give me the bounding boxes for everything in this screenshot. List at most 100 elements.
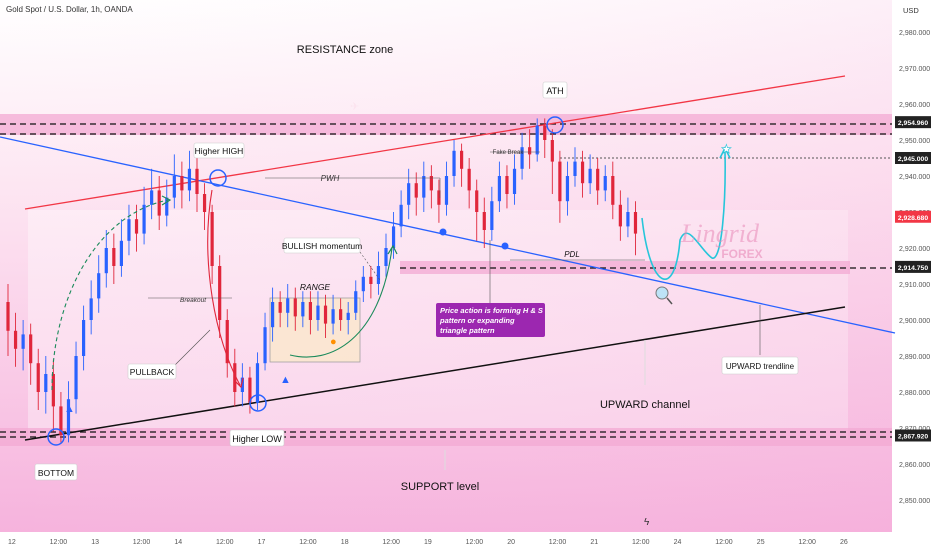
candle-body (331, 309, 335, 324)
candle-body (66, 399, 71, 436)
price-tag (895, 152, 931, 164)
candle-body (429, 176, 433, 191)
label-range: RANGE (300, 282, 331, 292)
candle-body (82, 320, 86, 356)
label-fake-break: Fake Break (493, 150, 525, 156)
candle-body (354, 291, 358, 313)
price-tag (895, 429, 931, 442)
y-tick-label: 2,860.000 (899, 462, 930, 469)
touch-point-2 (501, 242, 509, 250)
watermark-sub: FOREX (721, 247, 762, 261)
candle-body (550, 140, 554, 162)
y-tick-label: 2,910.000 (899, 282, 930, 289)
candle-body (187, 168, 192, 191)
candle-body (36, 363, 40, 392)
candle-body (626, 212, 630, 227)
y-tick-label: 2,890.000 (899, 354, 930, 361)
lightning-icon[interactable]: ϟ (644, 517, 650, 528)
candle-body (316, 305, 320, 320)
candle-body (482, 212, 486, 230)
x-tick-label: 12:00 (382, 539, 400, 546)
candle-body (172, 176, 176, 198)
candle-body (543, 125, 547, 140)
candle-body (558, 161, 562, 202)
candle-body (422, 176, 426, 198)
candle-body (512, 168, 517, 194)
candle-body (225, 320, 229, 364)
price-tag-label: 2,954.960 (898, 120, 928, 127)
candle-body (44, 374, 48, 392)
candle-body (255, 363, 260, 403)
candle-body (437, 190, 441, 205)
candle-body (6, 302, 10, 331)
higher-high-marker (209, 169, 227, 187)
label-pattern-callout-line1: Price action is forming H & S (440, 306, 543, 315)
candle-body (475, 190, 479, 212)
candle-body (618, 204, 622, 227)
price-axis-background (892, 0, 932, 550)
time-axis-background (0, 532, 892, 550)
x-tick-label: 26 (840, 539, 848, 546)
candle-body (376, 266, 381, 284)
bullish-label-box (283, 237, 361, 254)
candle-body (308, 302, 312, 320)
x-tick-label: 12 (8, 539, 16, 546)
magnifier-icon (655, 286, 669, 300)
candle-body (112, 248, 116, 266)
candle-body (21, 334, 25, 349)
price-tag-label: 2,945.000 (898, 156, 928, 163)
x-tick-label: 12:00 (299, 539, 317, 546)
candle-body (74, 356, 78, 400)
label-bullish-momentum: BULLISH momentum (282, 241, 362, 251)
candle-body (565, 176, 570, 202)
x-tick-label: 14 (174, 539, 182, 546)
x-tick-label: 12:00 (466, 539, 484, 546)
price-tag (895, 260, 931, 273)
x-tick-label: 12:00 (549, 539, 567, 546)
x-tick-label: 21 (590, 539, 598, 546)
candle-body (202, 194, 207, 212)
candle-body (104, 248, 108, 274)
candle-body (611, 176, 615, 205)
time-axis[interactable]: 12 12:00 13 12:00 14 12:00 17 12:00 18 12:00 19 12:… (8, 539, 848, 546)
touch-point-1 (439, 228, 447, 236)
ath-label-box (542, 81, 568, 99)
candle-body (452, 150, 456, 176)
pullback-label-box (127, 363, 177, 380)
candle-body (89, 298, 93, 320)
y-tick-label: 2,900.000 (899, 318, 930, 325)
y-tick-label: 2,980.000 (899, 30, 930, 37)
price-tag-label: 2,867.920 (898, 433, 928, 440)
candle-body (248, 377, 252, 403)
x-tick-label: 24 (674, 539, 682, 546)
label-pattern-callout-line3: triangle pattern (440, 326, 495, 335)
bullish-arrow-head (387, 244, 398, 255)
y-tick-label: 2,880.000 (899, 390, 930, 397)
candle-body (346, 312, 350, 320)
target-star-icon: ★ (721, 142, 732, 156)
candle-body (271, 302, 275, 328)
candle-body (339, 309, 343, 320)
candle-body (142, 204, 146, 234)
candle-body (51, 374, 55, 407)
pullback-pointer (169, 329, 211, 371)
candle-body (361, 276, 365, 292)
magnifier-handle (666, 297, 673, 305)
candle-body (278, 302, 282, 313)
label-upward-channel: UPWARD channel (600, 399, 690, 411)
candle-body (13, 330, 18, 349)
candle-body (323, 305, 328, 324)
price-level-tags: 2,954.960 2,945.000 2,928.680 2,914.750 2,86… (895, 116, 931, 442)
candle-body (580, 161, 585, 184)
candle-body (293, 298, 297, 317)
candle-body (573, 161, 577, 176)
candle-body (240, 377, 244, 392)
pullback-arrow (207, 189, 241, 386)
candle-body (369, 276, 373, 284)
candle-body (127, 219, 131, 241)
candle-body (407, 183, 411, 205)
candle-body (384, 248, 388, 266)
candle-body (633, 212, 638, 234)
